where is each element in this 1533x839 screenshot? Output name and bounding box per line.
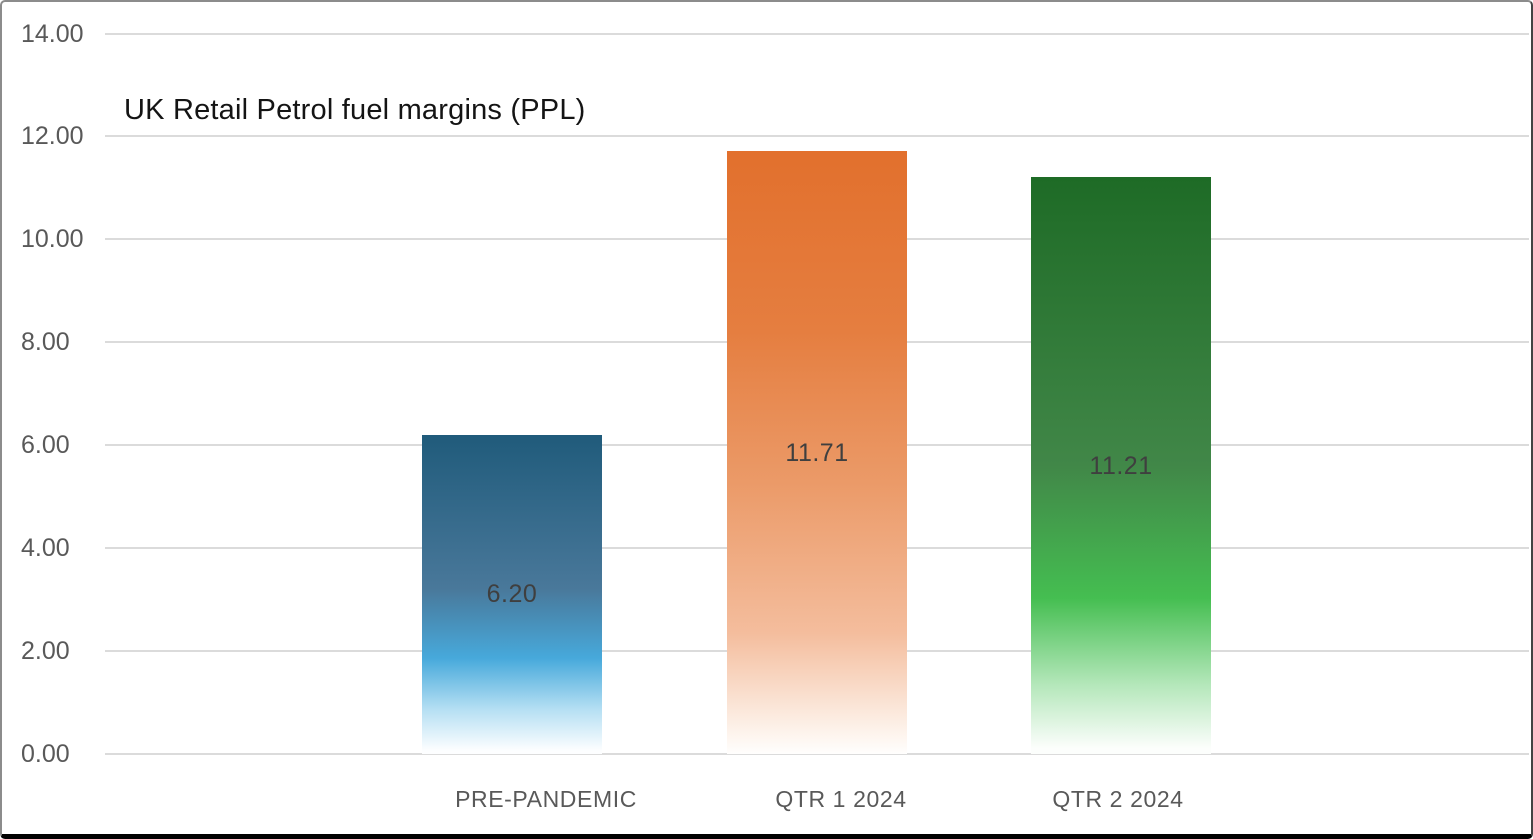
y-axis-tick-label: 8.00: [21, 328, 70, 357]
y-axis-tick-label: 14.00: [21, 19, 84, 48]
bar-qtr-1-2024: [727, 151, 907, 754]
bar-value-label: 6.20: [486, 580, 538, 609]
y-axis-tick-label: 2.00: [21, 637, 70, 666]
y-axis-tick-label: 0.00: [21, 740, 70, 768]
chart-title: UK Retail Petrol fuel margins (PPL): [124, 94, 586, 126]
x-axis-label-pre-pandemic: PRE-PANDEMIC: [455, 786, 637, 812]
x-axis-label-qtr-2-2024: QTR 2 2024: [1052, 786, 1184, 812]
gridline: [105, 753, 1529, 755]
y-axis-tick-label: 10.00: [21, 225, 84, 254]
bar-value-label: 11.21: [1089, 451, 1153, 480]
gridline: [105, 135, 1529, 138]
gridline: [105, 32, 1529, 35]
y-axis-tick-label: 12.00: [21, 122, 84, 151]
bar-qtr-2-2024: [1031, 177, 1211, 754]
bar-pre-pandemic: [422, 434, 602, 754]
bar-value-label: 11.71: [785, 438, 849, 467]
y-axis-tick-label: 4.00: [21, 534, 70, 563]
y-axis-tick-label: 6.00: [21, 431, 70, 460]
x-axis-label-qtr-1-2024: QTR 1 2024: [775, 786, 907, 812]
